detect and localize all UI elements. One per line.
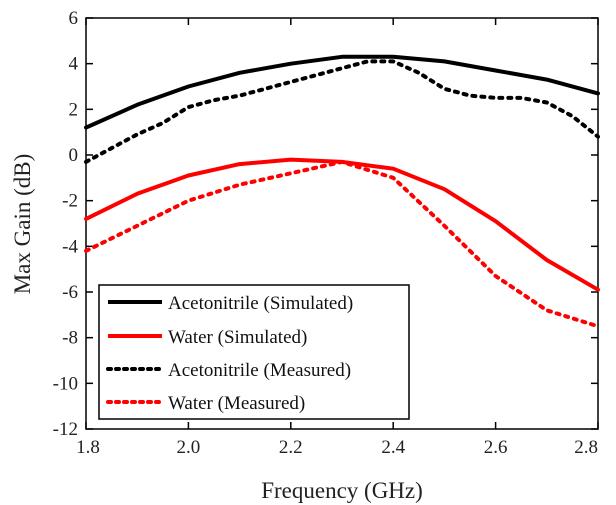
y-tick-label: -12 — [53, 419, 78, 440]
y-tick-label: -8 — [62, 328, 78, 349]
y-tick-label: -6 — [62, 282, 78, 303]
legend-label-water-simulated: Water (Simulated) — [168, 327, 307, 348]
x-tick-label: 1.8 — [76, 437, 100, 458]
y-tick-label: -10 — [53, 373, 78, 394]
series-line-water-measured — [84, 159, 600, 329]
y-tick-label: -4 — [62, 236, 78, 257]
y-axis: 6 4 2 0 -2 -4 -6 -8 -10 -12 — [53, 8, 598, 440]
x-axis-label: Frequency (GHz) — [261, 478, 423, 503]
y-tick-label: 2 — [69, 99, 79, 120]
series-line-acetonitrile-simulated — [84, 54, 600, 130]
legend: Acetonitrile (Simulated) Water (Simulate… — [98, 284, 410, 420]
x-tick-label: 2.4 — [381, 437, 405, 458]
x-tick-label: 2.2 — [279, 437, 303, 458]
x-tick-label: 2.6 — [484, 437, 508, 458]
legend-label-water-measured: Water (Measured) — [168, 393, 305, 414]
series-line-acetonitrile-measured — [84, 59, 600, 164]
y-axis-label: Max Gain (dB) — [10, 154, 35, 295]
legend-label-acetonitrile-simulated: Acetonitrile (Simulated) — [168, 293, 353, 314]
legend-label-acetonitrile-measured: Acetonitrile (Measured) — [168, 360, 351, 381]
series-layer — [84, 54, 600, 329]
y-tick-label: 6 — [69, 8, 79, 29]
legend-box — [98, 284, 410, 420]
y-tick-label: 4 — [69, 54, 79, 75]
x-axis: 1.8 2.0 2.2 2.4 2.6 2.8 — [76, 18, 599, 458]
x-tick-label: 2.8 — [574, 437, 598, 458]
x-tick-label: 2.0 — [177, 437, 201, 458]
y-tick-label: -2 — [62, 191, 78, 212]
y-tick-label: 0 — [69, 145, 79, 166]
